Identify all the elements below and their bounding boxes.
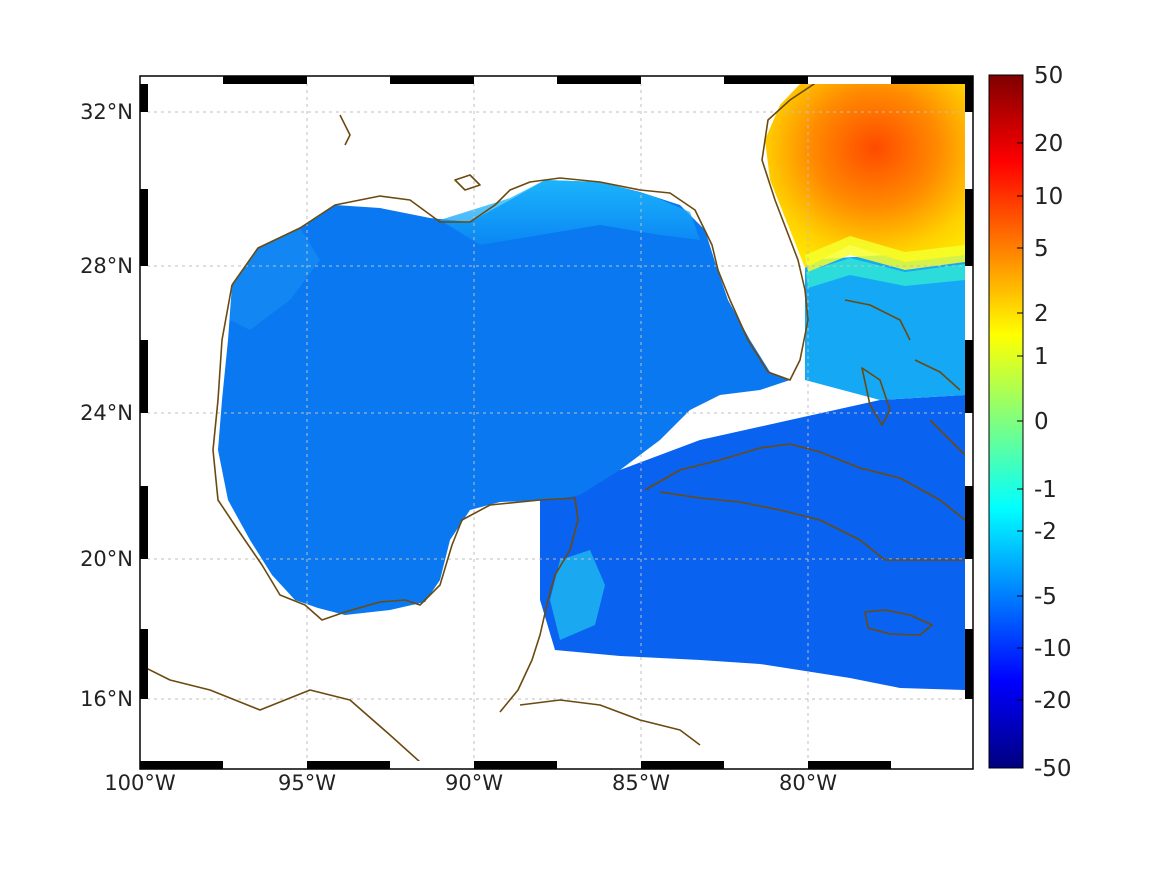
colorbar-tick-label: -5 xyxy=(1034,584,1057,610)
colorbar-tick-label: 5 xyxy=(1034,236,1049,262)
yucatan-strait-field xyxy=(550,550,605,640)
atlantic-cool-field xyxy=(805,250,965,400)
colorbar-tick-label: 0 xyxy=(1034,409,1049,435)
frame-checker-left xyxy=(140,84,148,699)
lon-tick-label: 95°W xyxy=(278,771,336,795)
colorbar-tick-label: -20 xyxy=(1034,688,1072,714)
lon-tick-label: 100°W xyxy=(104,771,176,795)
gulf-north-shelf xyxy=(440,180,700,245)
caribbean-field xyxy=(540,395,965,690)
lon-tick-label: 90°W xyxy=(445,771,503,795)
lon-tick-label: 80°W xyxy=(779,771,837,795)
colorbar-tick-label: 20 xyxy=(1034,131,1063,157)
colorbar-tick-label: -1 xyxy=(1034,477,1057,503)
atlantic-cyan-band xyxy=(806,258,965,288)
lat-tick-label: 24°N xyxy=(80,401,133,425)
gulf-field xyxy=(218,180,790,615)
colorbar-tick-label: -2 xyxy=(1034,519,1057,545)
data-field xyxy=(148,84,965,761)
colorbar-tick-label: 2 xyxy=(1034,301,1049,327)
colorbar-tick-label: 10 xyxy=(1034,184,1063,210)
frame-checker-top xyxy=(223,76,973,84)
colorbar-tick-label: 50 xyxy=(1034,63,1063,89)
lat-tick-label: 16°N xyxy=(80,687,133,711)
lat-axis: 32°N 28°N 24°N 20°N 16°N xyxy=(80,100,133,711)
frame-checker-right xyxy=(965,84,973,699)
colorbar-tick-label: -50 xyxy=(1034,756,1072,782)
colorbar-tick-label: -10 xyxy=(1034,636,1072,662)
colorbar-tick-label: 1 xyxy=(1034,344,1049,370)
lat-tick-label: 28°N xyxy=(80,254,133,278)
atlantic-yellow-band xyxy=(805,236,965,272)
atlantic-warm-field xyxy=(765,84,965,268)
coastlines xyxy=(148,84,965,761)
lon-tick-label: 85°W xyxy=(612,771,670,795)
colorbar-ticks xyxy=(1017,74,1023,769)
colorbar: 50 20 10 5 2 1 0 -1 -2 -5 -10 -20 -50 xyxy=(988,63,1072,782)
gulf-west-shelf xyxy=(230,228,320,330)
lon-axis: 100°W 95°W 90°W 85°W 80°W xyxy=(104,771,837,795)
map-grid xyxy=(148,84,965,761)
lat-tick-label: 20°N xyxy=(80,547,133,571)
lat-tick-label: 32°N xyxy=(80,100,133,124)
frame-checker-bottom xyxy=(140,761,891,769)
